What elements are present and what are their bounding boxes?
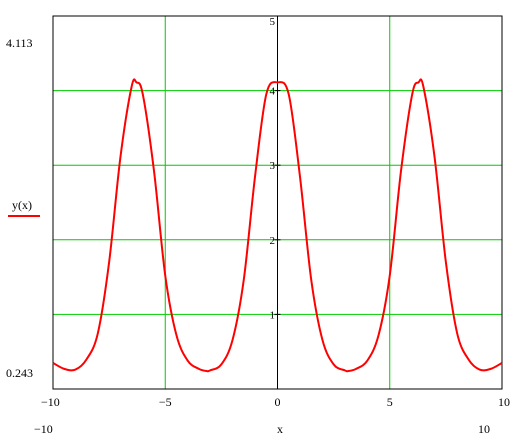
y-tick-label: 4 bbox=[270, 86, 276, 98]
x-tick-label: 0 bbox=[275, 395, 281, 409]
y-tick-label: 3 bbox=[270, 160, 276, 172]
x-min-label: −10 bbox=[34, 422, 53, 436]
y-max-label: 4.113 bbox=[6, 36, 33, 50]
x-axis-label: x bbox=[277, 422, 283, 436]
x-tick-label: 5 bbox=[387, 395, 393, 409]
y-tick-label: 2 bbox=[270, 235, 276, 247]
legend-line-swatch bbox=[8, 215, 40, 217]
y-tick-label: 5 bbox=[270, 16, 276, 28]
x-tick-label: 10 bbox=[498, 395, 510, 409]
y-min-label: 0.243 bbox=[6, 366, 33, 380]
series-line-y bbox=[52, 78, 503, 373]
x-tick-label: −10 bbox=[41, 395, 60, 409]
y-tick-label: 1 bbox=[270, 309, 276, 321]
y-axis-label: y(x) bbox=[12, 198, 32, 212]
x-tick-label: −5 bbox=[159, 395, 172, 409]
x-max-label: 10 bbox=[478, 422, 490, 436]
